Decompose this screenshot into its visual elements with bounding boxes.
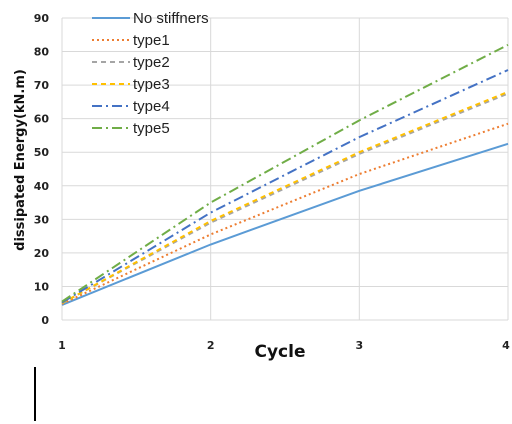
- y-tick-label: 70: [34, 79, 50, 92]
- series-line-3: [61, 92, 509, 305]
- x-tick-label: 1: [58, 339, 66, 352]
- y-tick-label: 90: [34, 12, 50, 25]
- legend-label: type5: [133, 120, 170, 137]
- y-tick-label: 60: [34, 113, 50, 126]
- text-cursor: [34, 367, 36, 421]
- x-tick-label: 2: [207, 339, 215, 352]
- grid: [61, 17, 509, 321]
- series-line-6: [61, 43, 509, 303]
- x-tick-label: 3: [356, 339, 364, 352]
- y-tick-label: 30: [34, 213, 50, 226]
- y-tick-label: 20: [34, 247, 50, 260]
- y-tick-label: 80: [34, 46, 50, 59]
- y-tick-label: 40: [34, 180, 50, 193]
- y-tick-label: 50: [34, 146, 50, 159]
- series-line-1: [61, 142, 509, 306]
- y-tick-label: 0: [41, 314, 49, 327]
- legend-label: type1: [133, 32, 170, 49]
- legend-label: type2: [133, 54, 170, 71]
- series-lines: [61, 43, 509, 306]
- y-tick-label: 10: [34, 280, 50, 293]
- series-line-4: [61, 90, 509, 305]
- x-axis-label: Cycle: [255, 342, 306, 362]
- series-line-5: [61, 69, 509, 304]
- x-tick-label: 4: [502, 339, 510, 352]
- legend-label: type3: [133, 76, 170, 93]
- x-tick-labels: 1 2 3 4: [58, 339, 510, 352]
- legend-label: type4: [133, 98, 170, 115]
- legend-label: No stiffners: [133, 10, 209, 27]
- y-tick-labels: 0 10 20 30 40 50 60 70 80 90: [34, 12, 50, 327]
- y-axis-label: dissipated Energy(kN.m): [13, 69, 28, 251]
- legend: No stiffners type1 type2 type3 type4 type5: [92, 10, 209, 137]
